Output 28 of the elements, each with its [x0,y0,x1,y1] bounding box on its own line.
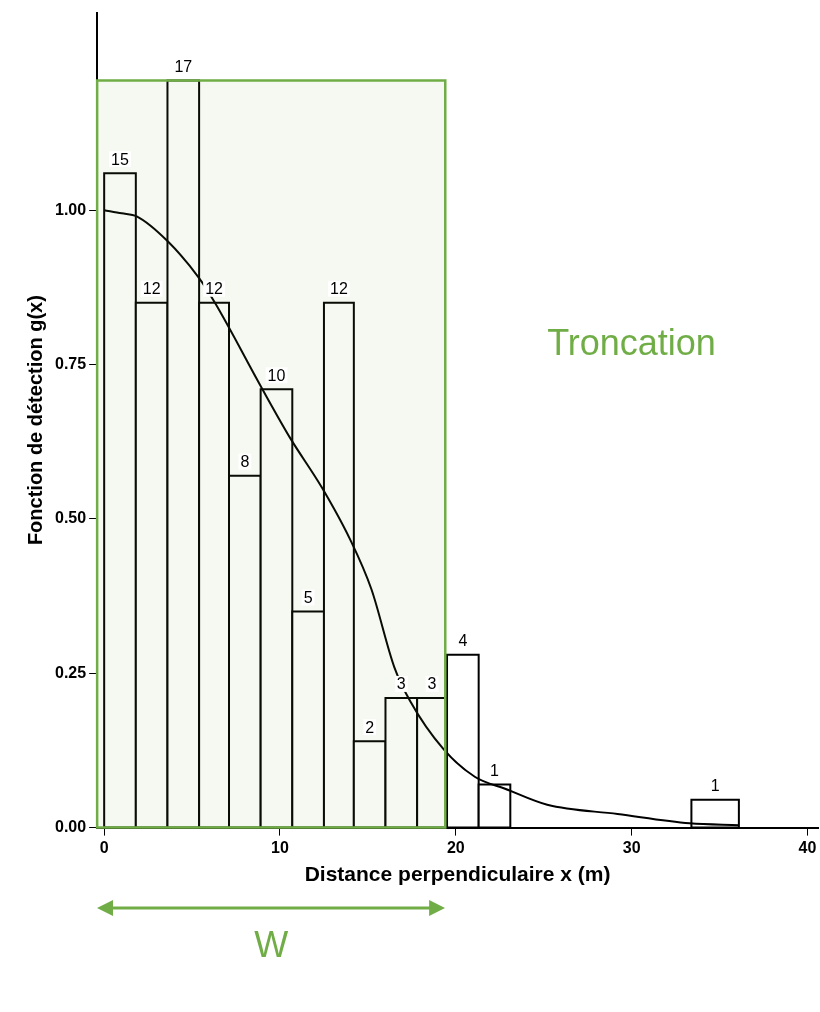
x-axis-title: Distance perpendiculaire x (m) [304,862,611,886]
x-tick-label: 30 [622,838,641,856]
x-tick-label: 40 [798,838,817,856]
annotation: 8 [240,453,250,471]
annotation: 3 [427,675,437,693]
x-tick-label: 0 [99,838,109,856]
annotation: 2 [365,718,375,736]
y-tick-label: 0.75 [55,354,87,372]
band-label: W [254,923,289,966]
y-tick-label: 1.00 [55,200,87,218]
annotation: 12 [329,280,348,298]
y-tick-label: 0.00 [55,818,87,836]
y-tick-label: 0.25 [55,663,87,681]
annotation: 1 [490,761,500,779]
y-tick-label: 0.50 [55,509,87,527]
x-tick-label: 20 [446,838,465,856]
annotation: 5 [303,588,313,606]
annotation: 3 [396,675,406,693]
annotation: 1 [710,777,720,795]
annotation: 12 [205,280,224,298]
annotation: 15 [111,150,129,168]
annotation: 17 [174,57,193,75]
annotation: Troncation [547,322,716,365]
y-axis-title: Fonction de détection g(x) [23,295,46,546]
annotation: 10 [267,366,286,384]
annotation: 12 [142,280,161,298]
x-tick-label: 10 [271,838,289,856]
annotation: 4 [458,632,468,650]
